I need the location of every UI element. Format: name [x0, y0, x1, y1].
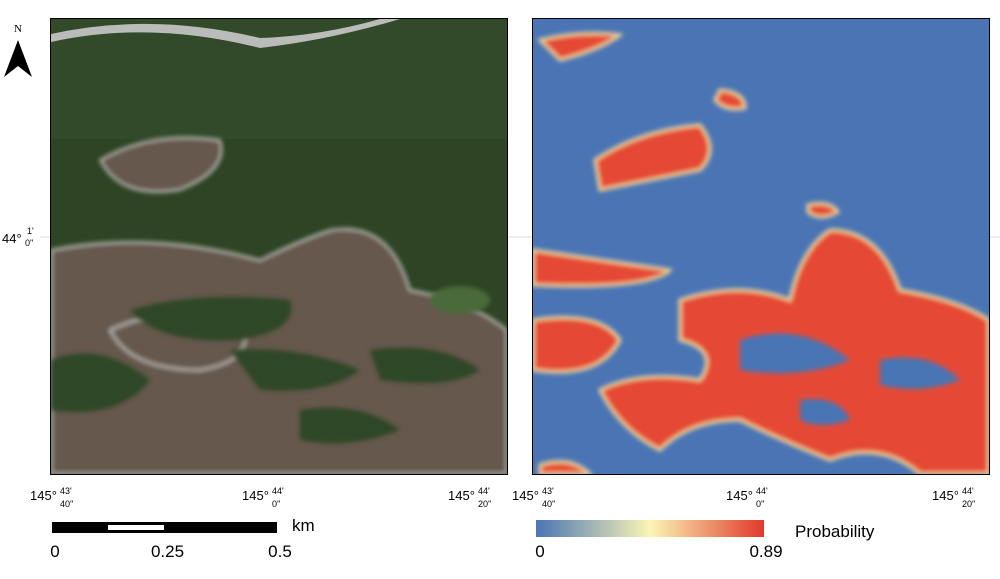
scale-tick-label: 0 [50, 542, 59, 561]
lon-min: 44' [756, 486, 768, 496]
latitude-label: 44° 1' 0'' [2, 226, 34, 248]
lon-sec: 20'' [962, 499, 976, 509]
legend-min: 0 [535, 542, 544, 561]
legend-max: 0.89 [749, 542, 782, 561]
north-arrow: N [4, 23, 32, 77]
scale-tick-label: 0.25 [151, 542, 184, 561]
lon-deg: 145° [932, 488, 959, 503]
probability-map [533, 19, 989, 474]
lon-deg: 145° [512, 488, 539, 503]
lon-sec: 40'' [60, 499, 74, 509]
lat-deg: 44° [2, 231, 22, 246]
lat-sec: 0'' [25, 238, 34, 248]
color-ramp [536, 520, 764, 537]
lon-deg: 145° [448, 488, 475, 503]
scale-tick-label: 0.5 [268, 542, 292, 561]
lon-min: 44' [962, 486, 974, 496]
lon-deg: 145° [242, 488, 269, 503]
scale-unit: km [292, 516, 315, 535]
scale-bar: km 0 0.25 0.5 [50, 516, 314, 561]
right-map-frame [532, 18, 990, 475]
lon-sec: 20'' [478, 499, 492, 509]
legend-title: Probability [795, 522, 875, 541]
lon-min: 43' [60, 486, 72, 496]
lon-deg: 145° [30, 488, 57, 503]
lon-min: 43' [542, 486, 554, 496]
legend: Probability 0 0.89 [535, 520, 875, 561]
satellite-image [51, 19, 507, 474]
lon-min: 44' [478, 486, 490, 496]
lon-sec: 40'' [542, 499, 556, 509]
lon-sec: 0'' [756, 499, 765, 509]
left-map-frame [50, 18, 508, 475]
lon-min: 44' [272, 486, 284, 496]
lon-sec: 0'' [272, 499, 281, 509]
lat-min: 1' [27, 226, 34, 236]
north-label: N [14, 23, 22, 35]
lon-deg: 145° [726, 488, 753, 503]
